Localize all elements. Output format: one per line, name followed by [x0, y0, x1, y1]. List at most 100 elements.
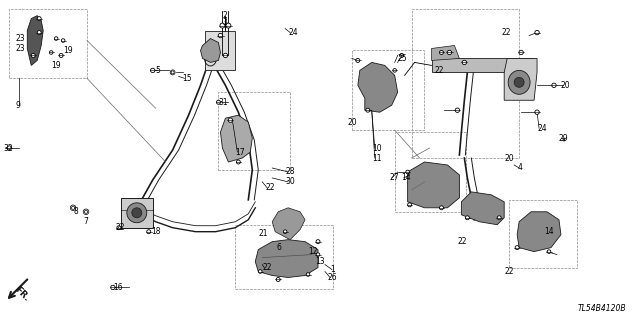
- Ellipse shape: [393, 68, 396, 72]
- Text: 24: 24: [288, 28, 298, 37]
- Ellipse shape: [408, 203, 412, 207]
- Ellipse shape: [535, 110, 540, 114]
- Ellipse shape: [406, 170, 410, 174]
- Polygon shape: [28, 16, 44, 65]
- Ellipse shape: [462, 60, 467, 65]
- Polygon shape: [220, 115, 252, 162]
- Ellipse shape: [132, 208, 142, 218]
- Ellipse shape: [31, 53, 35, 58]
- Text: 25: 25: [397, 54, 407, 63]
- Bar: [236, 225, 333, 289]
- Ellipse shape: [59, 53, 63, 58]
- Text: 3: 3: [223, 18, 227, 27]
- Text: 16: 16: [113, 283, 122, 292]
- Polygon shape: [431, 59, 534, 72]
- Text: 14: 14: [544, 227, 554, 236]
- Ellipse shape: [216, 100, 220, 104]
- Ellipse shape: [127, 203, 147, 223]
- Ellipse shape: [84, 210, 88, 213]
- Ellipse shape: [236, 160, 241, 164]
- Text: 27: 27: [390, 173, 399, 182]
- Bar: [509, 200, 577, 268]
- Ellipse shape: [228, 118, 232, 122]
- Ellipse shape: [54, 37, 58, 40]
- Text: 18: 18: [151, 227, 160, 236]
- Text: 30: 30: [285, 177, 295, 187]
- Polygon shape: [517, 212, 561, 252]
- Ellipse shape: [49, 51, 53, 54]
- Text: 21: 21: [259, 229, 268, 238]
- Ellipse shape: [508, 70, 530, 94]
- Bar: [412, 9, 519, 158]
- Text: 31: 31: [218, 98, 228, 107]
- Text: 19: 19: [63, 46, 73, 55]
- Ellipse shape: [218, 33, 223, 38]
- Ellipse shape: [514, 77, 524, 87]
- Text: 6: 6: [276, 243, 281, 252]
- Polygon shape: [358, 62, 397, 112]
- Text: 28: 28: [285, 167, 294, 176]
- Text: 7: 7: [83, 217, 88, 226]
- Ellipse shape: [220, 23, 225, 28]
- Bar: [10, 9, 87, 78]
- Text: 10: 10: [372, 144, 381, 153]
- Ellipse shape: [307, 273, 310, 276]
- Ellipse shape: [440, 51, 444, 54]
- Text: 23: 23: [15, 34, 25, 43]
- Text: 22: 22: [501, 28, 511, 37]
- Ellipse shape: [316, 253, 320, 256]
- Polygon shape: [272, 208, 305, 240]
- Text: 13: 13: [315, 257, 324, 266]
- Text: 11: 11: [372, 154, 381, 163]
- Ellipse shape: [223, 53, 228, 58]
- Polygon shape: [504, 59, 537, 100]
- Text: 8: 8: [73, 207, 78, 216]
- Text: 9: 9: [15, 101, 20, 110]
- Text: 22: 22: [116, 223, 125, 232]
- Text: 12: 12: [308, 247, 317, 256]
- Ellipse shape: [440, 206, 444, 210]
- Ellipse shape: [7, 146, 12, 150]
- Ellipse shape: [515, 246, 519, 250]
- Bar: [395, 132, 467, 212]
- Ellipse shape: [455, 108, 460, 112]
- Text: 22: 22: [435, 66, 444, 75]
- Ellipse shape: [366, 108, 370, 112]
- Ellipse shape: [61, 39, 65, 42]
- Text: 22: 22: [262, 263, 272, 272]
- Ellipse shape: [497, 216, 501, 220]
- Polygon shape: [408, 162, 460, 208]
- Text: 20: 20: [504, 154, 514, 163]
- Ellipse shape: [276, 277, 280, 282]
- Ellipse shape: [535, 30, 540, 35]
- Text: 29: 29: [559, 133, 568, 143]
- Bar: [218, 92, 290, 170]
- Ellipse shape: [111, 285, 115, 290]
- Ellipse shape: [465, 216, 469, 220]
- Ellipse shape: [37, 31, 41, 35]
- Ellipse shape: [563, 139, 565, 141]
- Text: 22: 22: [265, 183, 275, 192]
- Ellipse shape: [519, 50, 524, 55]
- Text: 23: 23: [15, 44, 25, 53]
- Polygon shape: [205, 31, 236, 70]
- Ellipse shape: [284, 230, 287, 234]
- Ellipse shape: [117, 226, 121, 230]
- Ellipse shape: [171, 71, 174, 74]
- Text: 20: 20: [561, 81, 571, 90]
- Polygon shape: [121, 198, 153, 228]
- Ellipse shape: [316, 240, 320, 244]
- Ellipse shape: [447, 50, 452, 55]
- Text: 15: 15: [182, 74, 192, 83]
- Text: 22: 22: [504, 267, 514, 276]
- Ellipse shape: [399, 53, 404, 58]
- Polygon shape: [461, 192, 504, 225]
- Polygon shape: [255, 240, 318, 277]
- Ellipse shape: [37, 17, 41, 20]
- Text: 20: 20: [348, 118, 358, 127]
- Text: 2: 2: [223, 11, 227, 20]
- Ellipse shape: [547, 250, 551, 253]
- Text: 4: 4: [517, 164, 522, 172]
- Ellipse shape: [72, 206, 75, 209]
- Text: 22: 22: [458, 237, 467, 246]
